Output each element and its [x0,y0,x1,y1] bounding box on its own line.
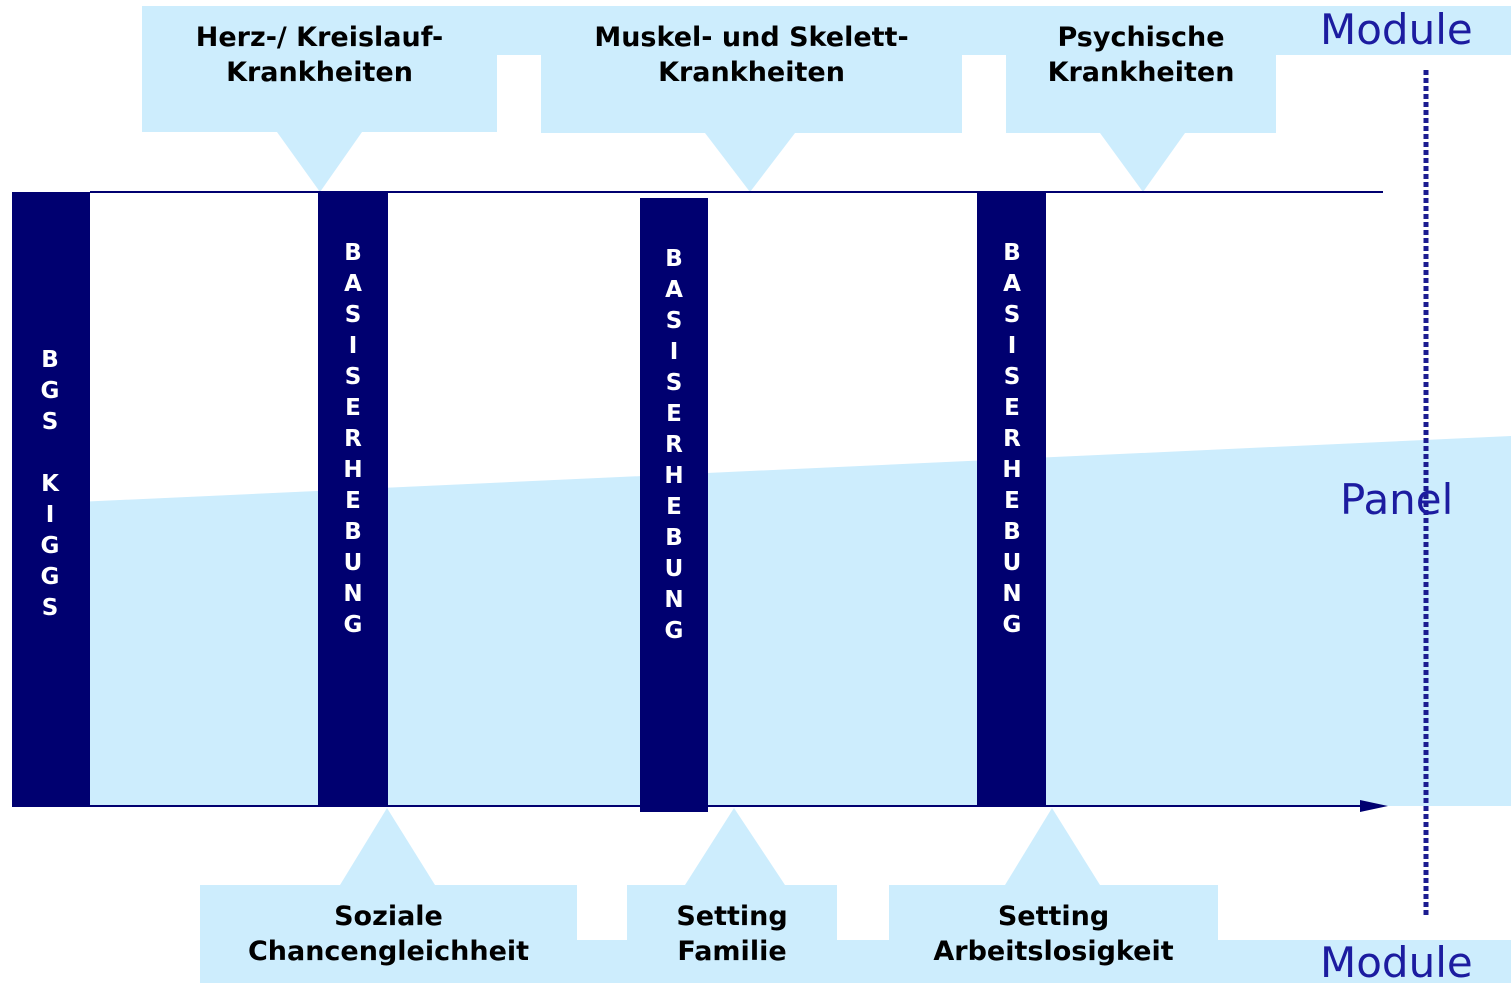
module-label: Herz-/ Kreislauf- Krankheiten [142,20,497,90]
callout [1005,808,1100,885]
callout [705,133,795,192]
panel-caption: Panel [1340,475,1454,524]
text: Chancengleichheit [247,936,530,967]
bar-label: BASISERHEBUNG [999,240,1025,643]
text: Soziale [334,901,443,932]
bar-label: BASISERHEBUNG [661,246,687,649]
module-box [1006,6,1276,133]
bar [977,192,1046,806]
module-label: Setting Arbeitslosigkeit [889,899,1218,969]
module-label: Setting Familie [627,899,837,969]
text: Setting [676,901,788,932]
text: Krankheiten [1047,57,1235,88]
module-label: Psychische Krankheiten [1006,20,1276,90]
module-caption: Module [1320,938,1473,987]
module-label: Soziale Chancengleichheit [200,899,577,969]
text: Psychische [1057,22,1225,53]
module-label: Muskel- und Skelett- Krankheiten [541,20,962,90]
panel-area [12,436,1511,806]
text: Arbeitslosigkeit [933,936,1174,967]
text: Muskel- und Skelett- [594,22,909,53]
text: Familie [677,936,787,967]
module-box [889,885,1218,983]
text: Krankheiten [658,57,845,88]
bar [318,192,388,806]
text: Herz-/ Kreislauf- [195,22,444,53]
arrow-head [1360,800,1388,812]
callout [340,808,435,885]
bar-label: BASISERHEBUNG [340,240,366,643]
text: Setting [997,901,1110,932]
module-caption: Module [1320,5,1473,54]
module-box [200,885,577,983]
callout [1100,133,1185,192]
callout [685,808,785,885]
module-box [541,6,962,133]
bar [640,198,708,812]
text: Krankheiten [226,57,413,88]
bar-label: BGS KIGGS [37,347,63,626]
module-box [627,885,837,983]
callout [277,132,362,192]
bar [12,192,90,805]
module-box [142,6,497,132]
